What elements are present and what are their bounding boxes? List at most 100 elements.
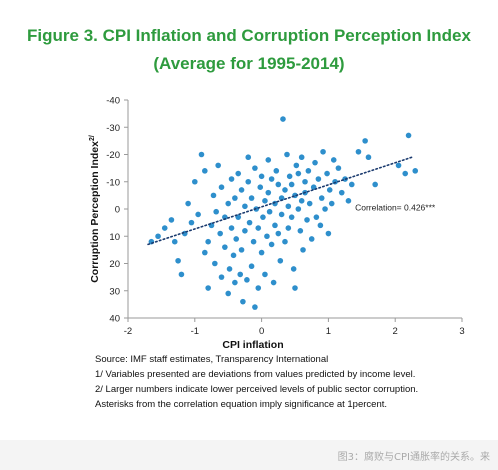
data-point [238, 247, 245, 253]
data-point [228, 225, 235, 231]
y-tick-label: 40 [109, 314, 120, 325]
chart-title-block: Figure 3. CPI Inflation and Corruption P… [0, 22, 498, 78]
data-point [242, 228, 248, 234]
data-point [202, 168, 208, 174]
correlation-annotation: Correlation= 0.426*** [355, 202, 436, 212]
y-tick-label: -40 [106, 96, 120, 107]
data-point [161, 225, 168, 231]
x-tick-label: 0 [259, 326, 264, 337]
data-point [345, 198, 352, 204]
data-point [225, 200, 231, 207]
data-point [178, 271, 185, 278]
data-point [245, 154, 252, 161]
y-axis-label-superscript: 2/ [89, 135, 96, 141]
data-point [195, 211, 201, 218]
data-point [304, 217, 310, 223]
y-tick-label: -20 [106, 150, 120, 161]
data-point [348, 181, 355, 188]
data-point [245, 178, 252, 185]
data-point [282, 238, 288, 245]
data-point [365, 154, 372, 161]
data-point [260, 214, 266, 220]
data-point [302, 178, 308, 185]
y-tick-label: 20 [109, 259, 120, 270]
data-point [322, 206, 328, 212]
chart-subtitle: (Average for 1995-2014) [153, 54, 345, 73]
data-point [285, 225, 292, 231]
x-tick-label: 3 [459, 326, 464, 337]
data-point [171, 238, 178, 245]
data-point [280, 116, 286, 122]
data-point [288, 181, 295, 188]
data-point [244, 277, 250, 283]
trend-line [147, 156, 413, 246]
data-point [175, 257, 181, 264]
data-point [275, 230, 282, 237]
source-note: Source: IMF staff estimates, Transparenc… [95, 354, 329, 365]
data-point [313, 214, 320, 220]
data-point [312, 159, 318, 166]
data-point [325, 230, 332, 237]
data-point [286, 173, 293, 180]
data-point [205, 238, 211, 245]
data-point [265, 157, 272, 163]
data-point [362, 138, 368, 144]
data-point [257, 184, 264, 190]
data-point [226, 266, 233, 272]
data-point [240, 298, 246, 305]
data-point [326, 187, 333, 193]
data-point [268, 241, 275, 248]
data-point [293, 162, 300, 169]
data-point [264, 233, 270, 240]
data-point [222, 244, 228, 250]
data-point [188, 219, 195, 226]
data-point [255, 225, 262, 231]
data-point [332, 178, 338, 185]
data-point [232, 195, 238, 201]
data-point [155, 233, 161, 240]
data-point [285, 203, 292, 210]
x-tick-label: 2 [393, 326, 398, 337]
data-point [235, 170, 242, 177]
data-point [228, 176, 235, 182]
x-axis-label: CPI inflation [222, 339, 283, 350]
image-caption: 图3：腐败与CPI通胀率的关系。来 [337, 452, 490, 463]
data-point [405, 132, 412, 139]
data-point [278, 211, 285, 218]
y-tick-label: 10 [109, 232, 120, 243]
data-point [265, 189, 272, 196]
data-point [328, 200, 335, 207]
data-point [298, 198, 305, 204]
data-point [338, 189, 345, 196]
data-point [258, 249, 265, 256]
data-point [213, 208, 219, 215]
data-point [324, 170, 330, 177]
data-point [242, 203, 248, 210]
data-point [372, 181, 378, 188]
data-point [248, 263, 255, 270]
data-point [250, 238, 257, 245]
data-point [266, 208, 273, 215]
y-tick-label: -10 [106, 177, 120, 188]
data-point [212, 260, 218, 267]
data-point [255, 285, 262, 291]
data-point [230, 252, 237, 259]
chart-notes: Source: IMF staff estimates, Transparenc… [95, 352, 495, 412]
data-point [275, 181, 282, 188]
data-point [238, 187, 245, 193]
data-point [248, 195, 255, 201]
data-point [192, 178, 198, 185]
image-footer: 图3：腐败与CPI通胀率的关系。来 [0, 440, 498, 470]
data-point [268, 176, 275, 182]
data-point [277, 257, 284, 264]
data-point [233, 236, 240, 242]
data-point [246, 219, 253, 226]
data-point [262, 271, 268, 278]
data-point [237, 271, 244, 278]
data-point [168, 217, 175, 223]
data-point [218, 184, 225, 190]
data-point [215, 162, 221, 169]
data-point [292, 285, 298, 291]
data-point [308, 236, 315, 242]
